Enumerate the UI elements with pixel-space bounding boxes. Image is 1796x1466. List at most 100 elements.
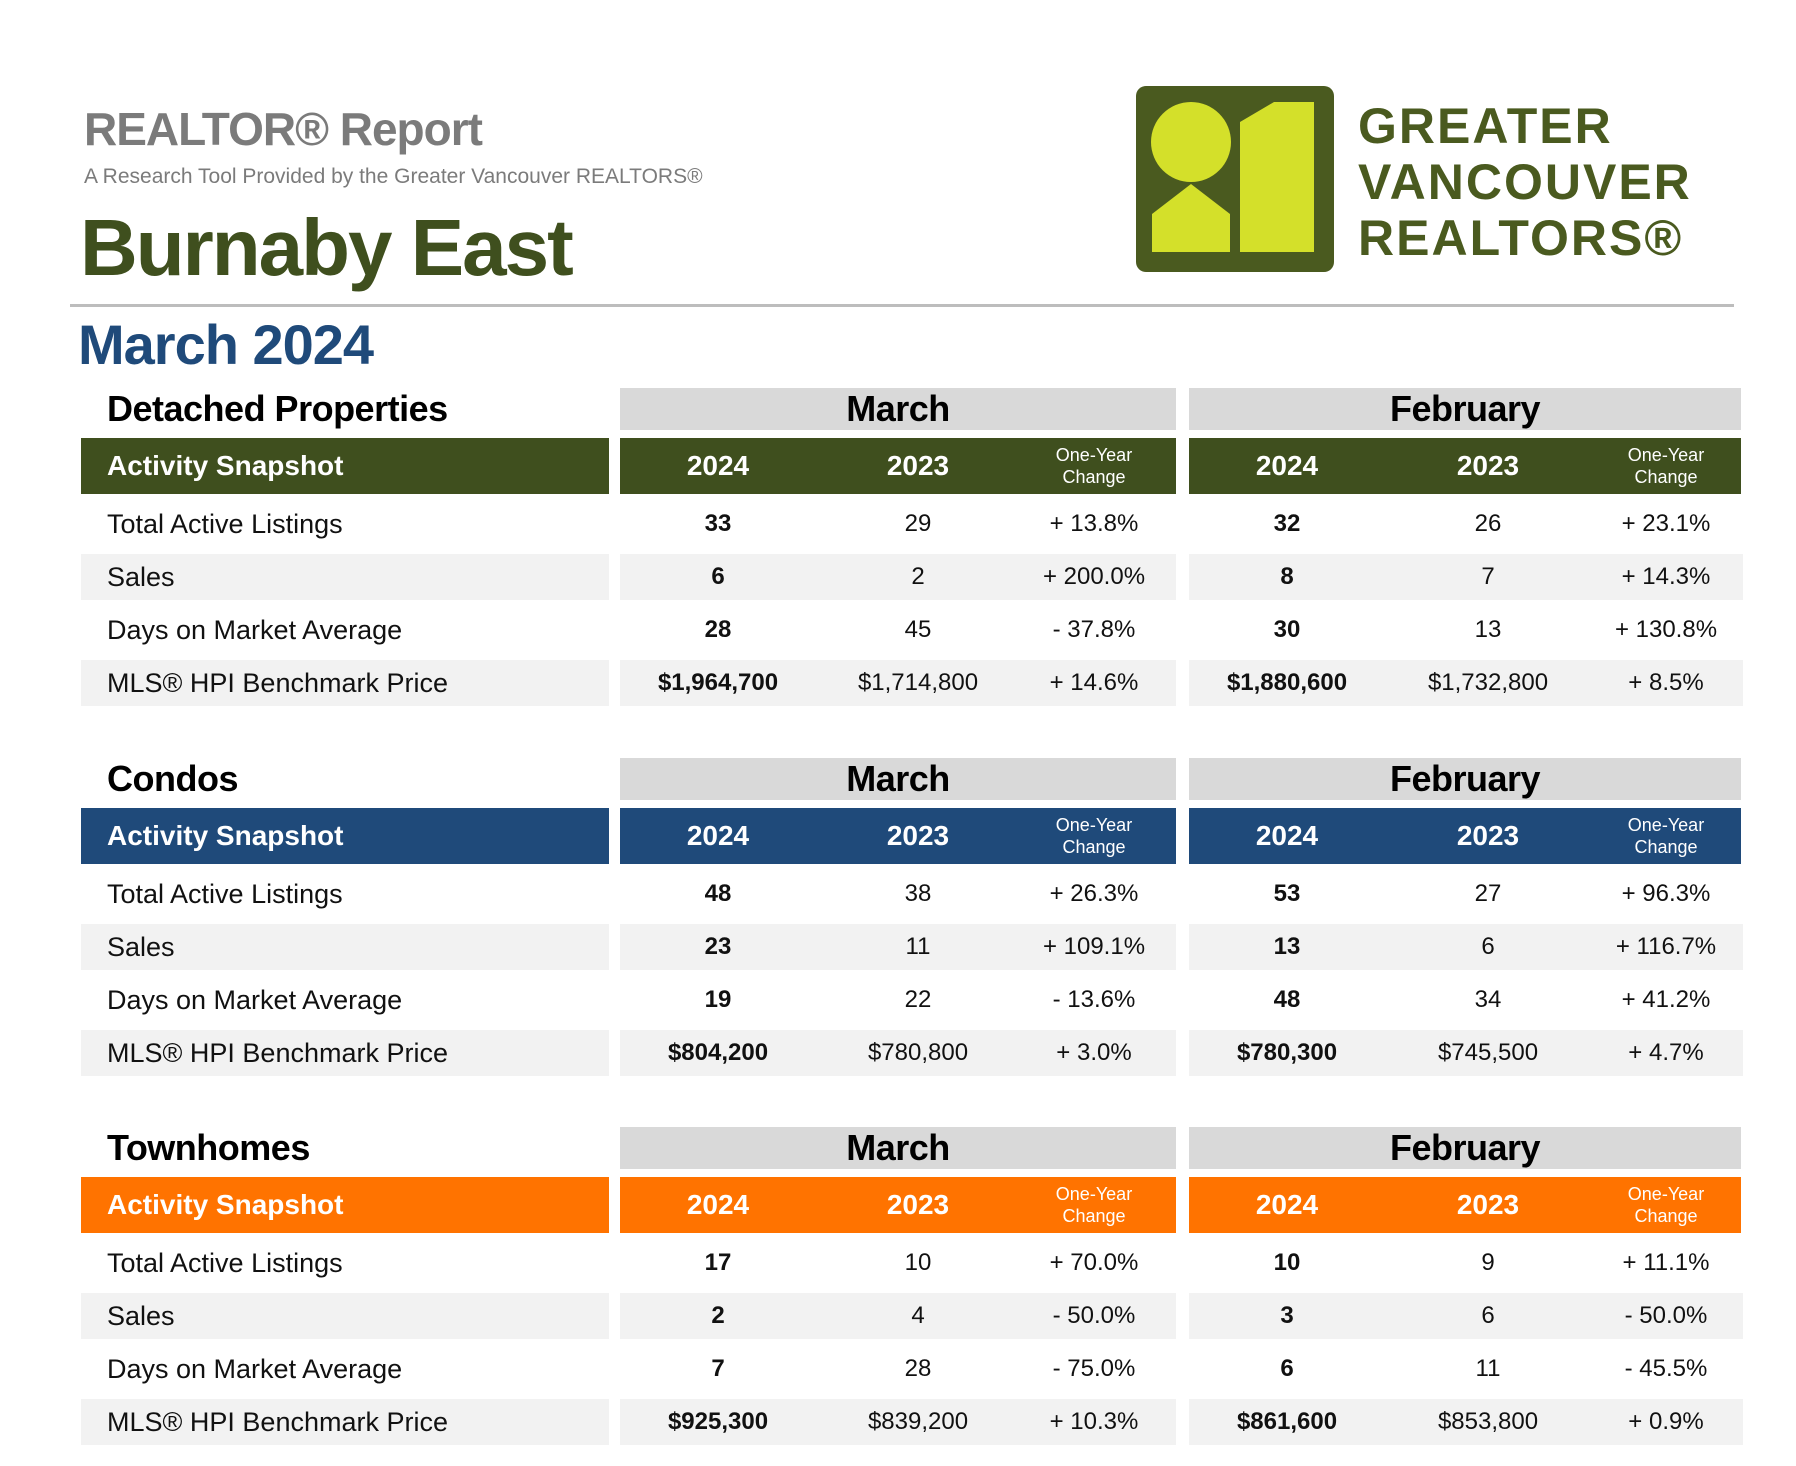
cell-mar-2023: 4 xyxy=(911,1302,925,1329)
cell-mar-change: - 75.0% xyxy=(1052,1355,1136,1382)
header-divider xyxy=(70,304,1734,307)
column-header-bar: 2024 2023 One-Year Change xyxy=(1189,808,1741,864)
period-title: March 2024 xyxy=(78,313,374,376)
row-label: MLS® HPI Benchmark Price xyxy=(107,1407,448,1437)
table-row: Sales 23 11 + 109.1% 13 6 + 116.7% xyxy=(0,924,1796,970)
activity-snapshot-header: Activity Snapshot xyxy=(81,808,609,864)
cell-mar-change: + 3.0% xyxy=(1056,1039,1132,1066)
cell-feb-2024: 13 xyxy=(1273,933,1301,960)
cell-mar-change: - 50.0% xyxy=(1052,1302,1136,1329)
cell-mar-change: + 10.3% xyxy=(1049,1408,1139,1435)
month-header-february: February xyxy=(1189,388,1741,430)
table-row: MLS® HPI Benchmark Price $804,200 $780,800… xyxy=(0,1030,1796,1076)
month-header-march: March xyxy=(620,388,1176,430)
cell-mar-change: + 14.6% xyxy=(1049,669,1139,696)
cell-feb-change: + 130.8% xyxy=(1614,616,1718,643)
cell-feb-2024: 6 xyxy=(1280,1355,1294,1382)
section-title: Condos xyxy=(107,758,238,799)
cell-mar-change: + 26.3% xyxy=(1049,880,1139,907)
change-header: One-Year Change xyxy=(1055,815,1133,857)
table-row: Days on Market Average 7 28 - 75.0% 6 11 - 45.… xyxy=(0,1346,1796,1392)
cell-feb-2023: $1,732,800 xyxy=(1427,669,1549,696)
column-header-bar: 2024 2023 One-Year Change xyxy=(1189,1177,1741,1233)
month-header-february: February xyxy=(1189,1127,1741,1169)
cell-feb-2023: 7 xyxy=(1481,563,1495,590)
cell-mar-2023: $839,200 xyxy=(867,1408,969,1435)
row-label: Days on Market Average xyxy=(107,615,403,645)
column-header-bar: 2024 2023 One-Year Change xyxy=(620,808,1176,864)
cell-mar-2024: 7 xyxy=(711,1355,725,1382)
year-prior-header: 2023 xyxy=(886,820,950,851)
cell-feb-2023: 9 xyxy=(1481,1249,1495,1276)
year-current-header: 2024 xyxy=(1255,450,1319,481)
change-header: One-Year Change xyxy=(1055,1184,1133,1226)
cell-feb-2023: 6 xyxy=(1481,933,1495,960)
cell-feb-2023: 34 xyxy=(1474,986,1502,1013)
cell-feb-2024: $780,300 xyxy=(1236,1039,1338,1066)
cell-feb-2024: 48 xyxy=(1273,986,1301,1013)
change-header: One-Year Change xyxy=(1627,815,1705,857)
gvr-logo-icon xyxy=(1136,86,1334,272)
row-label: Sales xyxy=(107,1301,175,1331)
table-row: Days on Market Average 19 22 - 13.6% 48 34 + 4… xyxy=(0,977,1796,1023)
cell-mar-2023: 28 xyxy=(904,1355,932,1382)
cell-feb-change: + 14.3% xyxy=(1621,563,1711,590)
area-title: Burnaby East xyxy=(80,203,574,292)
cell-feb-2023: 26 xyxy=(1474,510,1502,537)
year-prior-header: 2023 xyxy=(1456,450,1520,481)
cell-feb-change: + 8.5% xyxy=(1628,669,1704,696)
section-townhomes: Townhomes March February Activity Snapshot 2… xyxy=(0,1127,1796,1447)
cell-mar-2024: 28 xyxy=(704,616,732,643)
activity-snapshot-header: Activity Snapshot xyxy=(81,1177,609,1233)
year-prior-header: 2023 xyxy=(886,1189,950,1220)
year-prior-header: 2023 xyxy=(1456,1189,1520,1220)
report-subtitle: A Research Tool Provided by the Greater … xyxy=(84,165,703,188)
section-title: Detached Properties xyxy=(107,388,448,429)
year-current-header: 2024 xyxy=(686,450,750,481)
cell-mar-2024: 17 xyxy=(704,1249,732,1276)
cell-mar-2023: 38 xyxy=(904,880,932,907)
change-header: One-Year Change xyxy=(1627,1184,1705,1226)
row-label: MLS® HPI Benchmark Price xyxy=(107,668,448,698)
table-row: Sales 6 2 + 200.0% 8 7 + 14.3% xyxy=(0,554,1796,600)
row-label: Sales xyxy=(107,932,175,962)
cell-mar-change: + 200.0% xyxy=(1042,563,1146,590)
cell-feb-2023: 6 xyxy=(1481,1302,1495,1329)
gvr-logo-wordmark: GREATER VANCOUVER REALTORS® xyxy=(1358,98,1692,266)
cell-feb-change: + 96.3% xyxy=(1621,880,1711,907)
cell-feb-2024: 32 xyxy=(1273,510,1301,537)
table-row: Total Active Listings 48 38 + 26.3% 53 27 + 96… xyxy=(0,871,1796,917)
cell-mar-2024: 48 xyxy=(704,880,732,907)
month-header-march: March xyxy=(620,758,1176,800)
year-current-header: 2024 xyxy=(1255,820,1319,851)
year-current-header: 2024 xyxy=(1255,1189,1319,1220)
year-prior-header: 2023 xyxy=(1456,820,1520,851)
cell-mar-2024: 23 xyxy=(704,933,732,960)
cell-mar-2023: 22 xyxy=(904,986,932,1013)
cell-mar-2024: $1,964,700 xyxy=(657,669,779,696)
cell-feb-2023: $745,500 xyxy=(1437,1039,1539,1066)
cell-mar-2024: 19 xyxy=(704,986,732,1013)
cell-mar-2023: 11 xyxy=(905,933,931,960)
cell-mar-2024: 2 xyxy=(711,1302,725,1329)
year-current-header: 2024 xyxy=(686,820,750,851)
cell-feb-2024: $1,880,600 xyxy=(1226,669,1348,696)
row-label: Sales xyxy=(107,562,175,592)
change-header: One-Year Change xyxy=(1055,445,1133,487)
column-header-bar: 2024 2023 One-Year Change xyxy=(1189,438,1741,494)
cell-mar-change: + 109.1% xyxy=(1042,933,1146,960)
cell-feb-2024: 8 xyxy=(1280,563,1294,590)
cell-feb-change: + 4.7% xyxy=(1628,1039,1704,1066)
row-label: Days on Market Average xyxy=(107,985,403,1015)
cell-feb-2023: 13 xyxy=(1474,616,1502,643)
month-header-march: March xyxy=(620,1127,1176,1169)
report-label: REALTOR® Report xyxy=(84,103,483,155)
cell-mar-2023: $780,800 xyxy=(867,1039,969,1066)
cell-mar-2023: $1,714,800 xyxy=(857,669,979,696)
row-label: MLS® HPI Benchmark Price xyxy=(107,1038,448,1068)
cell-mar-2023: 45 xyxy=(904,616,932,643)
month-header-february: February xyxy=(1189,758,1741,800)
cell-mar-2024: $925,300 xyxy=(667,1408,769,1435)
cell-feb-change: + 11.1% xyxy=(1622,1249,1710,1276)
section-title: Townhomes xyxy=(107,1127,310,1168)
